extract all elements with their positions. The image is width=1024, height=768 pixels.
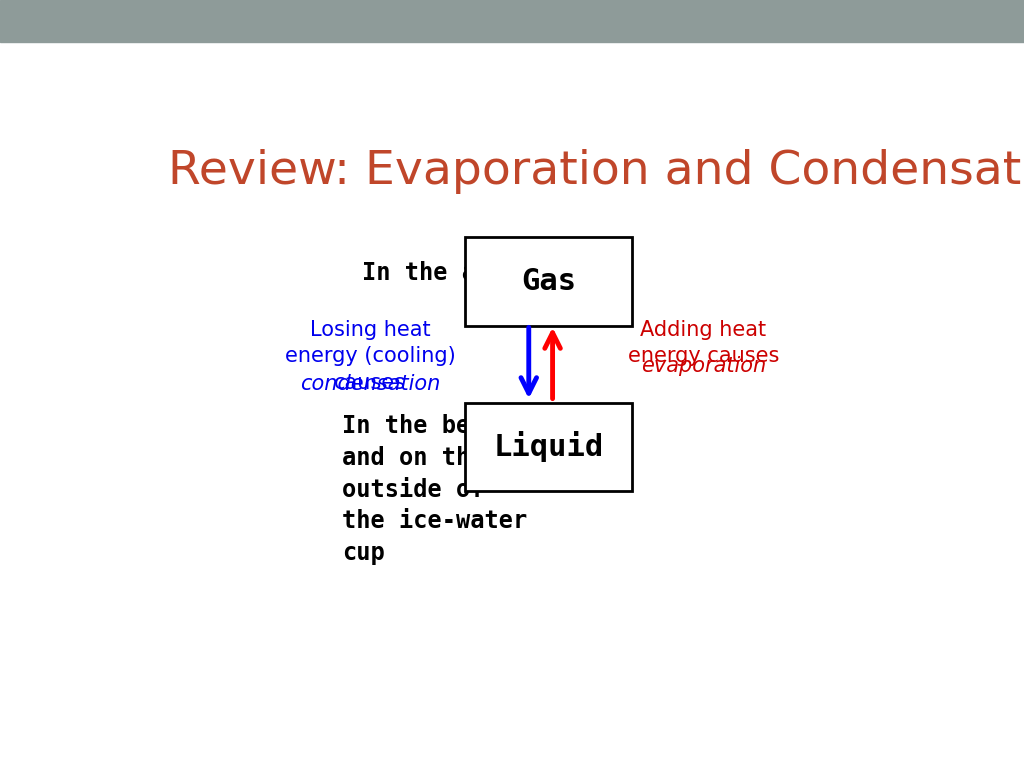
Text: Losing heat
energy (cooling)
causes: Losing heat energy (cooling) causes bbox=[285, 319, 456, 392]
Text: Liquid: Liquid bbox=[494, 432, 604, 462]
Text: condensation: condensation bbox=[300, 373, 440, 393]
Bar bbox=[465, 237, 632, 326]
Text: In the air: In the air bbox=[362, 260, 505, 284]
Bar bbox=[465, 402, 632, 492]
Text: Gas: Gas bbox=[521, 267, 577, 296]
Text: In the beaker
and on the
outside of
the ice-water
cup: In the beaker and on the outside of the … bbox=[342, 415, 527, 564]
Text: Adding heat
energy causes: Adding heat energy causes bbox=[628, 319, 779, 366]
Text: evaporation: evaporation bbox=[641, 356, 766, 376]
Text: Review: Evaporation and Condensation: Review: Evaporation and Condensation bbox=[168, 150, 1024, 194]
